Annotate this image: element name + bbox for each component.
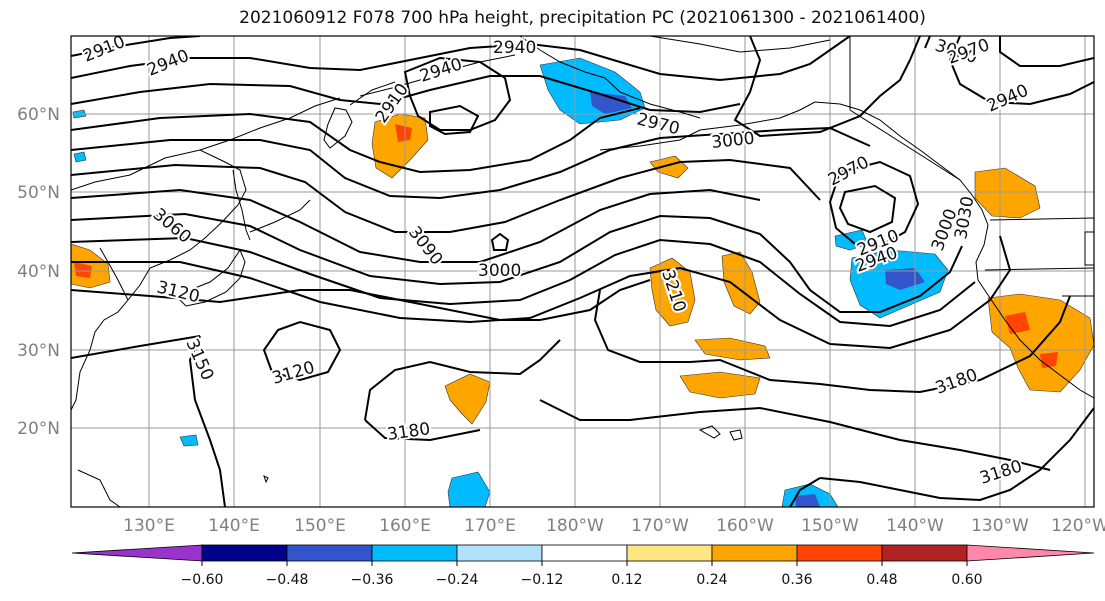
- colorbar-tick-label: 0.36: [781, 572, 812, 588]
- map-panel: 2910 2940 2940 2940 2910 2970 3000 3000 …: [71, 36, 1094, 507]
- latitude-labels: 60°N 50°N 40°N 30°N 20°N: [17, 105, 60, 439]
- colorbar-tick-label: 0.48: [866, 572, 897, 588]
- contour-label: 3180: [386, 419, 432, 445]
- colorbar-tick-label: −0.12: [521, 572, 564, 588]
- longitude-labels: 130°E 140°E 150°E 160°E 170°E 180°W 170°…: [123, 516, 1105, 536]
- colorbar-tick-label: 0.24: [696, 572, 727, 588]
- colorbar: [71, 544, 1095, 562]
- lat-label: 50°N: [17, 183, 60, 203]
- colorbar-tick-label: 0.12: [611, 572, 642, 588]
- lon-label: 130°W: [971, 516, 1029, 536]
- lon-label: 180°W: [546, 516, 604, 536]
- colorbar-segment: [201, 544, 288, 562]
- lat-label: 40°N: [17, 262, 60, 282]
- lon-label: 130°E: [123, 516, 175, 536]
- colorbar-segment: [881, 544, 968, 562]
- contour-label: 3000: [478, 261, 521, 281]
- graticule: [71, 36, 1094, 507]
- lat-label: 60°N: [17, 105, 60, 125]
- colorbar-extend-right: [966, 544, 1095, 562]
- colorbar-tick-label: −0.48: [266, 572, 309, 588]
- figure-title: 2021060912 F078 700 hPa height, precipit…: [239, 8, 926, 28]
- lon-label: 160°E: [379, 516, 431, 536]
- lat-label: 30°N: [17, 341, 60, 361]
- colorbar-segment: [371, 544, 458, 562]
- lon-label: 150°E: [294, 516, 346, 536]
- colorbar-segment: [796, 544, 883, 562]
- lat-label: 20°N: [17, 419, 60, 439]
- colorbar-tick-label: −0.24: [436, 572, 479, 588]
- lon-label: 160°W: [716, 516, 774, 536]
- map-frame: [70, 35, 1095, 508]
- colorbar-tick-label: −0.36: [351, 572, 394, 588]
- height-contours: [71, 36, 1094, 507]
- colorbar-tick-label: −0.60: [181, 572, 224, 588]
- colorbar-tick-labels: −0.60 −0.48 −0.36 −0.24 −0.12 0.12 0.24 …: [181, 572, 983, 588]
- lon-label: 150°W: [801, 516, 859, 536]
- lon-label: 170°E: [464, 516, 516, 536]
- colorbar-segment: [541, 544, 628, 562]
- lon-label: 140°E: [208, 516, 260, 536]
- colorbar-tick-marks: [201, 561, 968, 566]
- lon-label: 170°W: [631, 516, 689, 536]
- colorbar-segment: [456, 544, 543, 562]
- lon-label: 140°W: [886, 516, 944, 536]
- contour-label: 2940: [493, 38, 536, 58]
- colorbar-segment: [711, 544, 798, 562]
- colorbar-segment: [626, 544, 713, 562]
- colorbar-tick-label: 0.60: [951, 572, 982, 588]
- colorbar-segment: [286, 544, 373, 562]
- colorbar-extend-left: [71, 544, 203, 562]
- lon-label: 120°W: [1051, 516, 1105, 536]
